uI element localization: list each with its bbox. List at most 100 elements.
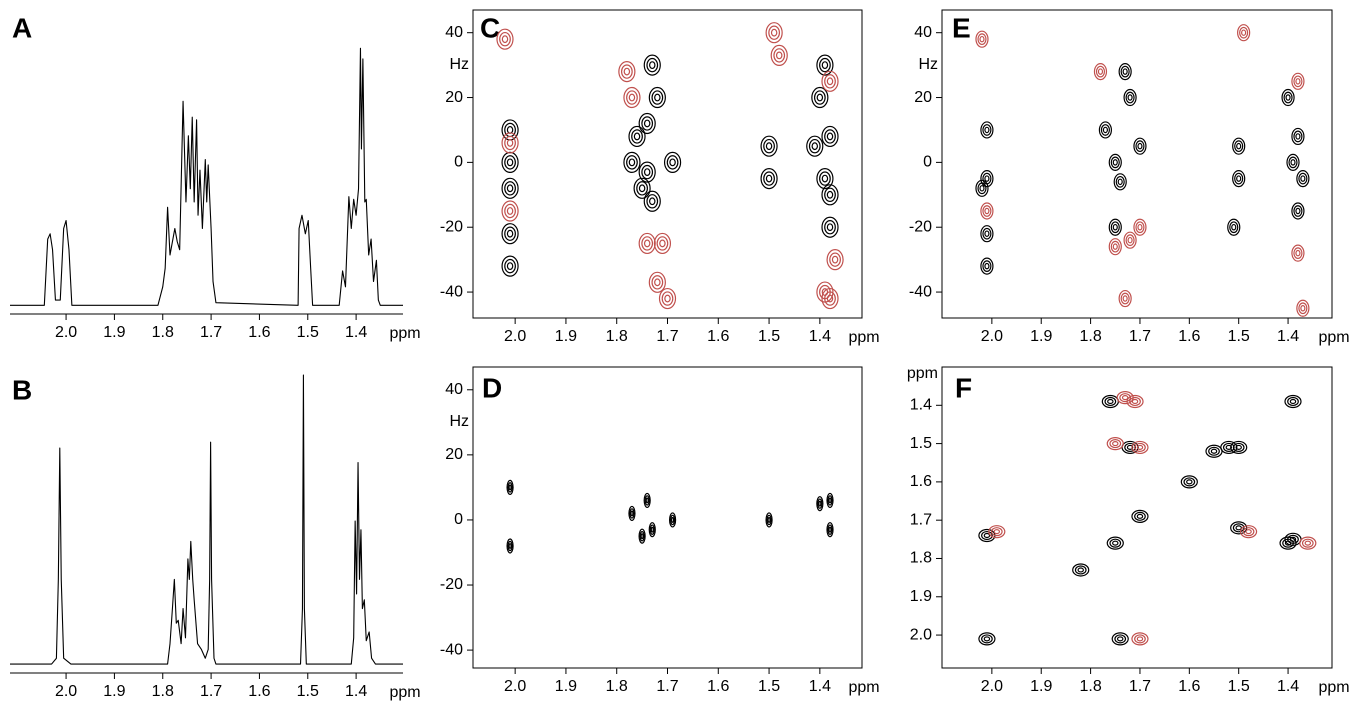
contour-ring bbox=[1231, 223, 1237, 231]
x-tick-label: 1.8 bbox=[606, 678, 628, 695]
contour-ring bbox=[1304, 540, 1312, 546]
contour-ring bbox=[760, 167, 778, 190]
contour-ring bbox=[978, 632, 996, 646]
contour-ring bbox=[1296, 169, 1310, 188]
contour-ring bbox=[806, 135, 824, 157]
contour-ring bbox=[669, 158, 676, 167]
contour-ring bbox=[507, 540, 513, 552]
contour-ring bbox=[1108, 153, 1122, 171]
contour-ring bbox=[506, 158, 514, 167]
contour-ring bbox=[1077, 567, 1084, 573]
contour-ring bbox=[1134, 511, 1146, 521]
contour-ring bbox=[1236, 142, 1242, 150]
contour-ring bbox=[633, 177, 651, 199]
contour-ring bbox=[506, 262, 514, 271]
x-tick-label: 2.0 bbox=[55, 324, 77, 341]
contour-peak bbox=[1111, 632, 1129, 646]
contour-ring bbox=[1097, 68, 1104, 75]
x-tick-label: 1.7 bbox=[1129, 328, 1151, 345]
contour-peak bbox=[628, 505, 636, 522]
x-tick-label: 1.4 bbox=[809, 678, 831, 695]
contour-ring bbox=[504, 135, 516, 151]
panel-label: C bbox=[480, 12, 500, 43]
x-tick-label: 1.9 bbox=[555, 678, 577, 695]
contour-ring bbox=[811, 86, 829, 109]
contour-ring bbox=[670, 517, 675, 523]
contour-ring bbox=[1131, 398, 1139, 405]
contour-ring bbox=[504, 181, 516, 196]
contour-ring bbox=[827, 495, 833, 506]
y-tick-label: 1.6 bbox=[910, 473, 932, 490]
x-tick-label: 1.5 bbox=[297, 324, 319, 341]
y-tick-label: 20 bbox=[914, 89, 932, 106]
contour-ring bbox=[506, 229, 514, 238]
contour-peak bbox=[1106, 536, 1124, 550]
y-tick-label: 1.5 bbox=[910, 435, 932, 452]
contour-ring bbox=[668, 512, 677, 528]
contour-peak bbox=[826, 492, 834, 509]
x-tick-label: 1.8 bbox=[1079, 328, 1101, 345]
contour-ring bbox=[1112, 540, 1119, 546]
contour-ring bbox=[651, 90, 664, 105]
contour-ring bbox=[504, 258, 516, 274]
contour-ring bbox=[816, 93, 824, 102]
contour-ring bbox=[979, 185, 985, 192]
contour-ring bbox=[983, 636, 991, 642]
contour-ring bbox=[1235, 525, 1242, 531]
contour-peak bbox=[1237, 24, 1251, 42]
contour-ring bbox=[1291, 72, 1305, 90]
x-tick-label: 1.5 bbox=[758, 678, 780, 695]
contour-ring bbox=[1234, 140, 1244, 153]
contour-ring bbox=[1300, 175, 1306, 182]
contour-ring bbox=[980, 121, 994, 139]
contour-ring bbox=[1135, 221, 1145, 234]
contour-ring bbox=[975, 30, 989, 48]
contour-ring bbox=[1286, 153, 1300, 171]
contour-peak bbox=[643, 190, 661, 212]
contour-ring bbox=[1126, 444, 1134, 450]
contour-peak bbox=[633, 177, 651, 199]
contour-peak bbox=[975, 179, 989, 197]
contour-peak bbox=[1239, 525, 1258, 539]
contour-ring bbox=[1123, 231, 1137, 249]
contour-ring bbox=[1119, 393, 1132, 403]
contour-ring bbox=[650, 526, 654, 533]
contour-ring bbox=[1125, 91, 1135, 104]
x-tick-label: 1.6 bbox=[248, 683, 270, 700]
contour-ring bbox=[638, 184, 646, 193]
contour-ring bbox=[501, 35, 509, 44]
contour-peak bbox=[826, 522, 834, 538]
contour-ring bbox=[1295, 78, 1301, 85]
contour-ring bbox=[1112, 159, 1118, 166]
contour-peak bbox=[653, 232, 672, 255]
contour-ring bbox=[977, 33, 987, 46]
contour-ring bbox=[1236, 175, 1242, 182]
contour-peak bbox=[1121, 440, 1139, 455]
contour-ring bbox=[1106, 436, 1124, 451]
contour-ring bbox=[630, 510, 634, 517]
contour-ring bbox=[1232, 137, 1246, 155]
x-tick-label: 1.7 bbox=[656, 328, 678, 345]
contour-peak bbox=[1093, 62, 1108, 81]
contour-ring bbox=[819, 284, 831, 300]
contour-ring bbox=[1301, 538, 1314, 548]
contour-ring bbox=[773, 48, 786, 63]
x-tick-label: 2.0 bbox=[981, 678, 1003, 695]
contour-ring bbox=[643, 168, 651, 177]
contour-ring bbox=[1134, 442, 1146, 452]
contour-peak bbox=[816, 281, 834, 303]
contour-peak bbox=[980, 121, 994, 139]
contour-ring bbox=[649, 524, 655, 535]
x-tick-label: 1.7 bbox=[656, 678, 678, 695]
contour-ring bbox=[506, 207, 514, 215]
spectrum-line bbox=[10, 374, 403, 665]
contour-ring bbox=[821, 288, 829, 296]
contour-ring bbox=[1124, 442, 1136, 452]
contour-peak bbox=[980, 225, 994, 243]
contour-peak bbox=[501, 132, 519, 154]
y-tick-label: 0 bbox=[454, 511, 463, 528]
x-tick-label: 1.9 bbox=[555, 328, 577, 345]
contour-ring bbox=[506, 139, 514, 147]
contour-ring bbox=[821, 174, 829, 183]
